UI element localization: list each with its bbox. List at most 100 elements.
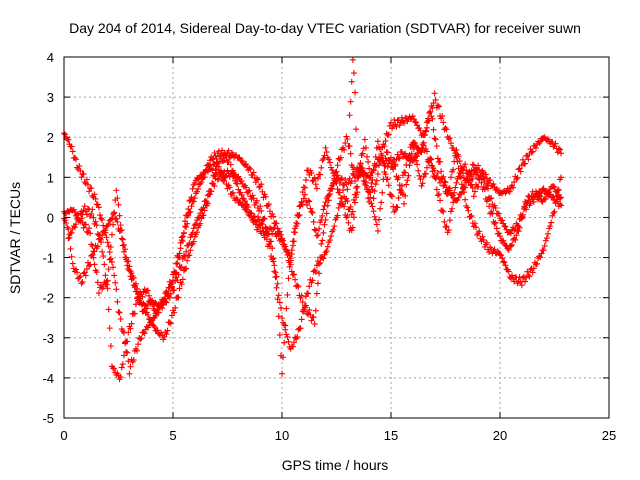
data-point	[410, 139, 417, 146]
data-point	[191, 180, 198, 187]
data-point	[450, 166, 457, 173]
data-point	[344, 212, 351, 219]
data-point	[374, 138, 381, 145]
data-point	[394, 204, 401, 211]
data-point	[498, 252, 505, 259]
data-point	[367, 189, 374, 196]
data-point	[388, 191, 394, 198]
data-point	[529, 148, 536, 155]
data-point	[224, 167, 231, 174]
plot-frame	[63, 56, 610, 419]
data-point	[500, 237, 507, 244]
data-point	[312, 181, 319, 188]
data-point	[322, 249, 329, 256]
data-point	[384, 149, 391, 156]
data-point	[99, 248, 106, 255]
data-point	[193, 229, 200, 236]
data-point	[329, 182, 336, 189]
data-point	[200, 212, 207, 219]
data-point	[415, 144, 422, 151]
data-point	[475, 183, 482, 190]
data-point	[432, 96, 439, 103]
data-point	[189, 229, 196, 236]
data-point	[508, 272, 515, 279]
data-point	[524, 200, 531, 207]
data-point	[135, 341, 142, 348]
data-point	[501, 223, 508, 230]
data-point	[69, 148, 76, 155]
data-point	[486, 203, 493, 210]
data-point	[538, 190, 545, 197]
data-point	[279, 370, 285, 377]
data-point	[445, 189, 452, 196]
data-point	[429, 115, 436, 122]
data-point	[350, 70, 357, 77]
data-point	[522, 160, 529, 167]
data-point	[309, 177, 316, 184]
data-point	[450, 144, 457, 151]
data-point	[298, 316, 305, 323]
data-point	[226, 154, 233, 161]
data-point	[105, 306, 112, 313]
data-point	[228, 190, 235, 197]
data-point	[558, 194, 565, 201]
data-point	[90, 254, 97, 261]
data-point	[350, 214, 357, 221]
data-point	[313, 232, 320, 239]
data-point	[431, 167, 438, 174]
data-point	[402, 150, 409, 157]
data-point	[160, 336, 167, 343]
data-point	[104, 285, 111, 292]
data-point	[468, 212, 475, 219]
data-point	[317, 259, 324, 266]
data-point	[320, 229, 327, 236]
data-point	[325, 156, 332, 163]
data-point	[455, 153, 462, 160]
data-point	[118, 227, 125, 234]
data-point	[119, 361, 126, 368]
data-point	[556, 201, 563, 208]
data-point	[361, 136, 368, 143]
data-point	[461, 189, 468, 196]
data-point	[334, 162, 341, 169]
data-point	[131, 310, 138, 317]
data-point	[94, 279, 101, 286]
data-point	[76, 274, 83, 281]
data-point	[125, 358, 132, 365]
data-point	[514, 174, 521, 181]
data-point	[324, 202, 331, 209]
data-point	[312, 307, 319, 314]
data-point	[510, 184, 517, 191]
data-point	[462, 161, 469, 168]
data-point	[420, 139, 427, 146]
data-point	[324, 243, 331, 250]
data-point	[183, 224, 190, 231]
data-point	[270, 226, 277, 233]
x-axis-label: GPS time / hours	[282, 457, 389, 473]
data-point	[292, 276, 299, 283]
data-point	[249, 192, 256, 199]
data-point	[276, 331, 283, 338]
data-point	[74, 269, 81, 276]
data-point	[186, 252, 193, 259]
data-point	[395, 194, 402, 201]
data-point	[89, 242, 96, 249]
data-point	[428, 156, 435, 163]
data-point	[493, 225, 500, 232]
data-point	[91, 191, 98, 198]
data-point	[328, 233, 335, 240]
data-point	[377, 205, 384, 212]
data-point	[434, 169, 441, 176]
data-point	[91, 261, 98, 268]
data-point	[302, 177, 309, 184]
data-point	[88, 241, 95, 248]
data-point	[116, 309, 123, 316]
data-point	[414, 144, 421, 151]
data-point	[140, 308, 147, 315]
data-point	[316, 270, 323, 277]
data-point	[478, 179, 485, 186]
data-point	[464, 204, 471, 211]
data-point	[423, 124, 430, 131]
data-point	[289, 242, 296, 249]
data-point	[526, 273, 533, 280]
